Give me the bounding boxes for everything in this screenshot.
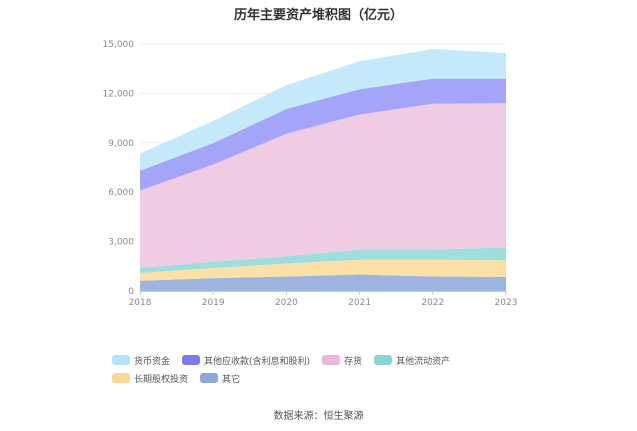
area-series-1: [140, 259, 506, 281]
x-tick-label: 2018: [129, 298, 152, 308]
area-series-5: [140, 48, 506, 171]
axes: 0 3,000 6,000 9,000 12,000 15,000 2018 2019 2020…: [103, 40, 518, 308]
legend-label: 其它: [222, 374, 241, 385]
area-series-3: [140, 103, 506, 268]
legend-item[interactable]: 其他应收款(含利息和股利): [182, 354, 311, 367]
legend-label: 其他流动资产: [396, 356, 451, 367]
legend-item[interactable]: 存货: [322, 354, 363, 367]
legend-swatch: [322, 355, 341, 365]
area-series-4: [140, 78, 506, 191]
legend-swatch: [374, 355, 393, 365]
area-series: [140, 48, 506, 291]
x-tick-label: 2023: [495, 298, 518, 308]
x-tick-label: 2021: [348, 298, 371, 308]
y-tick-label: 0: [128, 287, 134, 297]
legend-swatch: [112, 355, 130, 365]
legend-label: 存货: [344, 356, 363, 367]
y-tick-label: 3,000: [108, 238, 134, 248]
source-note: 数据来源：恒生聚源: [273, 411, 364, 422]
area-series-2: [140, 247, 506, 274]
y-tick-label: 6,000: [108, 188, 134, 198]
y-tick-label: 9,000: [108, 139, 134, 149]
legend-swatch: [200, 373, 219, 383]
y-tick-label: 12,000: [103, 89, 135, 99]
x-tick-label: 2022: [421, 298, 444, 308]
legend-item[interactable]: 其它: [200, 372, 241, 385]
legend-label: 其他应收款(含利息和股利): [204, 356, 311, 367]
legend: 货币资金 其他应收款(含利息和股利) 存货 其他流动资产长期股权投资 其它: [112, 354, 542, 385]
chart-title: 历年主要资产堆积图（亿元）: [233, 8, 403, 23]
legend-label: 长期股权投资: [134, 374, 189, 385]
legend-label: 货币资金: [134, 356, 171, 367]
y-tick-label: 15,000: [103, 40, 135, 50]
area-series-0: [140, 274, 506, 291]
legend-swatch: [112, 373, 130, 383]
x-tick-label: 2019: [202, 298, 225, 308]
legend-item[interactable]: 货币资金: [112, 354, 171, 367]
x-tick-label: 2020: [275, 298, 298, 308]
legend-swatch: [182, 355, 201, 365]
legend-item[interactable]: 其他流动资产: [374, 354, 451, 367]
legend-item[interactable]: 长期股权投资: [112, 372, 189, 385]
